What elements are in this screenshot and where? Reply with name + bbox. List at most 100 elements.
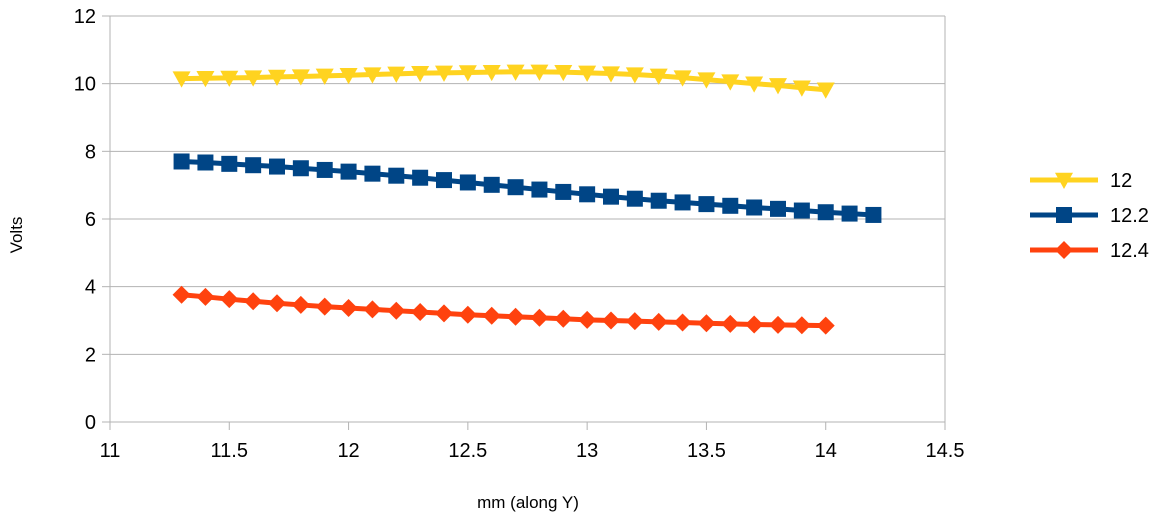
- series-0-point-12: [458, 65, 477, 82]
- series-2-point-4: [268, 294, 286, 313]
- series-1-point-18: [603, 188, 619, 205]
- series-layer: [172, 64, 882, 335]
- series-1-point-17: [579, 186, 596, 203]
- series-1-point-26: [793, 202, 810, 219]
- series-1-point-13: [483, 176, 500, 193]
- series-1-point-20: [650, 192, 667, 209]
- legend-item-1: 12.2: [1030, 205, 1149, 227]
- series-2-point-26: [792, 316, 811, 335]
- series-2-point-22: [697, 314, 716, 333]
- series-2-point-8: [363, 300, 382, 319]
- series-2-point-9: [387, 301, 406, 320]
- series-line-0: [181, 69, 826, 93]
- series-0-point-5: [291, 69, 310, 86]
- x-tick-label-5: 13.5: [687, 440, 726, 462]
- legend-label-0: 12: [1110, 170, 1132, 192]
- series-0-point-26: [792, 80, 811, 97]
- legend-swatch-marker-0: [1055, 172, 1073, 189]
- series-0-point-3: [244, 70, 263, 87]
- series-0-point-6: [315, 68, 334, 85]
- series-2-point-18: [602, 311, 620, 330]
- series-1-point-0: [173, 153, 190, 170]
- series-2-point-1: [196, 287, 215, 306]
- series-0-point-23: [721, 74, 740, 91]
- series-0-point-24: [745, 76, 764, 93]
- series-0-point-17: [578, 65, 597, 82]
- axes: [102, 15, 946, 430]
- y-tick-label-4: 8: [85, 141, 96, 163]
- series-2-point-12: [458, 305, 477, 324]
- series-0-point-7: [339, 68, 358, 85]
- series-0-point-20: [649, 68, 668, 85]
- series-2-point-15: [530, 308, 549, 327]
- series-0-point-13: [482, 64, 501, 82]
- series-0-point-4: [268, 69, 286, 86]
- x-tick-label-7: 14.5: [926, 440, 965, 462]
- y-tick-label-5: 10: [74, 74, 96, 96]
- series-line-2: [181, 292, 826, 329]
- y-tick-label-3: 6: [85, 209, 96, 231]
- series-1-point-22: [698, 196, 715, 213]
- series-0-point-10: [411, 65, 430, 83]
- series-1-point-12: [459, 174, 476, 191]
- x-tick-label-2: 12: [337, 440, 359, 462]
- series-1-point-27: [817, 204, 834, 221]
- series-1-point-21: [674, 194, 691, 211]
- series-1-point-23: [722, 197, 739, 214]
- series-1-point-25: [770, 200, 786, 217]
- series-2-point-7: [339, 298, 358, 317]
- series-2-point-17: [578, 310, 597, 329]
- series-1-point-2: [221, 155, 238, 172]
- series-1-point-5: [292, 160, 309, 177]
- series-0-point-9: [387, 66, 406, 83]
- legend-swatch-marker-2: [1055, 241, 1073, 259]
- series-2-point-11: [435, 304, 453, 323]
- y-axis-title: Volts: [7, 217, 26, 254]
- series-2-point-5: [291, 295, 310, 314]
- legend-label-1: 12.2: [1110, 205, 1149, 227]
- series-2-point-19: [625, 312, 644, 331]
- series-0-point-15: [530, 64, 549, 81]
- x-tick-labels: 11 11.5 12 12.5 13 13.5 14 14.5: [100, 440, 965, 462]
- series-1-point-7: [340, 163, 357, 180]
- series-2-point-16: [554, 309, 573, 328]
- legend: 12 12.2 12.4: [1030, 170, 1149, 262]
- series-1-point-3: [245, 157, 262, 174]
- x-tick-label-0: 11: [100, 440, 121, 462]
- y-tick-label-6: 12: [74, 6, 96, 28]
- series-2-point-0: [172, 285, 191, 304]
- y-tick-label-0: 0: [85, 412, 96, 434]
- series-0-point-16: [554, 64, 573, 82]
- series-0-point-27: [816, 82, 835, 99]
- series-2: [172, 285, 835, 335]
- series-1-point-28: [841, 205, 858, 222]
- series-2-point-6: [315, 297, 334, 316]
- series-1-point-11: [436, 172, 452, 189]
- x-tick-label-4: 13: [576, 440, 598, 462]
- series-0-point-1: [196, 71, 215, 88]
- series-0-point-8: [363, 67, 382, 84]
- series-1-point-14: [507, 179, 524, 196]
- series-2-point-10: [411, 303, 430, 322]
- series-0-point-2: [220, 70, 239, 87]
- series-2-point-24: [745, 315, 764, 334]
- series-1-point-16: [555, 183, 572, 200]
- x-tick-label-6: 14: [815, 440, 837, 462]
- series-0-point-14: [506, 64, 525, 81]
- series-1-point-4: [269, 158, 285, 175]
- series-0-point-22: [697, 72, 716, 89]
- series-1-point-10: [412, 169, 429, 186]
- series-0: [172, 64, 835, 99]
- legend-swatch-marker-1: [1056, 207, 1072, 223]
- series-2-point-23: [721, 314, 740, 333]
- y-tick-label-2: 4: [85, 277, 96, 299]
- legend-label-2: 12.4: [1110, 240, 1149, 262]
- series-0-point-11: [435, 65, 453, 82]
- series-2-point-21: [673, 313, 692, 332]
- series-1-point-15: [531, 181, 548, 198]
- series-2-point-2: [220, 290, 239, 309]
- series-0-point-18: [602, 66, 620, 83]
- series-1-point-29: [865, 206, 882, 223]
